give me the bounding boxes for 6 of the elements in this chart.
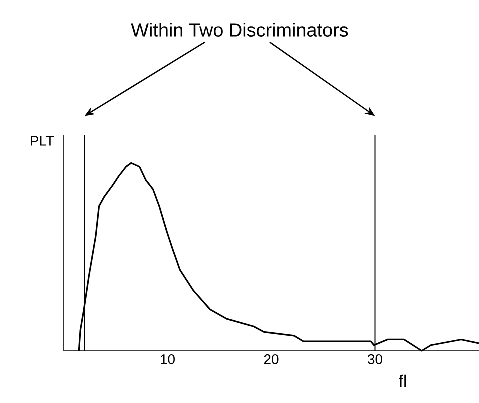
y-axis-title: PLT — [31, 136, 54, 146]
x-tick-label: 10 — [161, 354, 175, 364]
x-axis-title: fl — [399, 374, 406, 388]
x-tick-label: 20 — [264, 354, 279, 364]
x-tick-label: 30 — [368, 354, 382, 364]
chart-title: Within Two Discriminators — [131, 23, 348, 37]
